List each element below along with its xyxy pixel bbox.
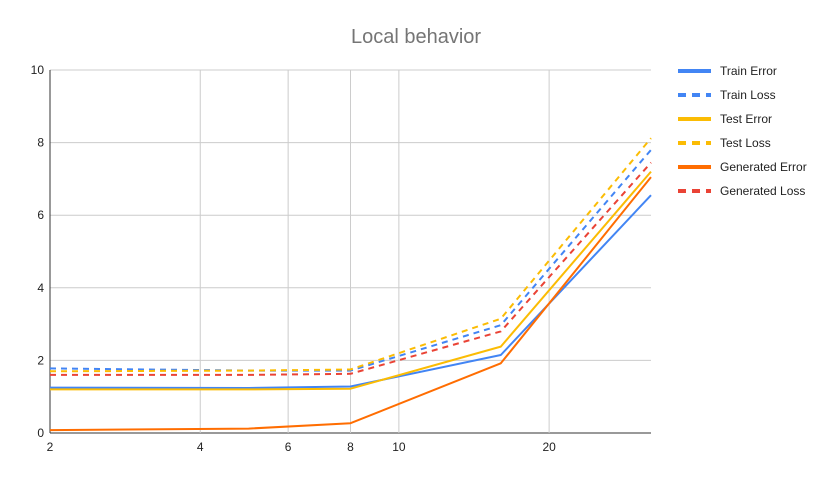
x-tick-label: 2	[47, 440, 54, 454]
x-tick-label: 4	[197, 440, 204, 454]
legend-label: Test Error	[720, 112, 772, 126]
y-tick-label: 6	[37, 208, 44, 222]
y-tick-label: 2	[37, 353, 44, 367]
series-lines	[49, 137, 652, 432]
y-tick-label: 10	[31, 63, 45, 77]
chart-title: Local behavior	[351, 26, 481, 48]
series-line-generated-error	[49, 176, 652, 432]
x-tick-label: 6	[285, 440, 292, 454]
legend-label: Train Error	[720, 64, 777, 78]
legend: Train Error Train Loss Test Error Test Loss…	[678, 64, 807, 198]
legend-label: Test Loss	[720, 136, 771, 150]
legend-label: Train Loss	[720, 88, 776, 102]
y-tick-label: 0	[37, 426, 44, 440]
series-line-generated-loss	[50, 161, 652, 376]
x-tick-label: 20	[542, 440, 556, 454]
x-axis-ticks: 2 4 6 8 10 20	[47, 440, 556, 454]
y-tick-label: 8	[37, 136, 44, 150]
series-line-test-loss	[49, 137, 652, 373]
y-tick-label: 4	[37, 281, 44, 295]
y-axis-ticks: 0 2 4 6 8 10	[31, 63, 45, 440]
series-line-test-error	[50, 170, 652, 391]
legend-label: Generated Error	[720, 160, 807, 174]
x-tick-label: 8	[347, 440, 354, 454]
legend-label: Generated Loss	[720, 184, 805, 198]
gridlines	[49, 69, 651, 434]
x-tick-label: 10	[392, 440, 406, 454]
